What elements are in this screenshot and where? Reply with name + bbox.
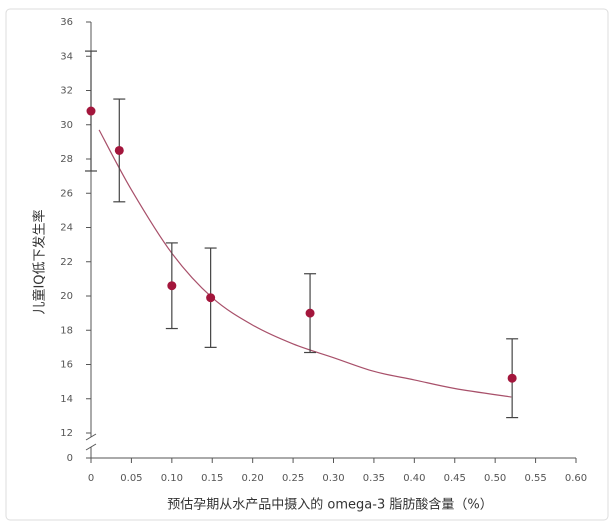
y-axis-label: 儿童IQ低下发生率: [32, 209, 48, 314]
axis-break: [85, 443, 97, 451]
x-tick-label: 0: [88, 473, 94, 484]
x-tick-label: 0.40: [403, 473, 425, 484]
y-tick-label: 20: [60, 291, 73, 302]
y-tick-label: 24: [60, 223, 73, 234]
y-tick-label: 34: [60, 51, 73, 62]
x-tick-label: 0.50: [484, 473, 506, 484]
y-tick-label: 0: [67, 453, 73, 464]
y-tick-label: 22: [60, 257, 73, 268]
y-tick-label: 18: [60, 325, 73, 336]
axis-break: [85, 433, 97, 441]
x-tick-label: 0.60: [565, 473, 587, 484]
y-tick-label: 28: [60, 154, 73, 165]
y-tick-label: 14: [60, 394, 73, 405]
x-tick-label: 0.30: [322, 473, 344, 484]
x-tick-label: 0.15: [201, 473, 223, 484]
fit-curve: [98, 129, 512, 398]
y-tick-label: 16: [60, 360, 73, 371]
data-point: [114, 145, 124, 155]
x-tick-label: 0.20: [242, 473, 264, 484]
data-point: [305, 308, 315, 318]
frame: [5, 8, 609, 521]
x-tick-label: 0.25: [282, 473, 304, 484]
y-tick-label: 36: [60, 17, 73, 28]
data-point: [206, 293, 216, 303]
y-tick-label: 12: [60, 428, 73, 439]
y-tick-label: 26: [60, 188, 73, 199]
x-tick-label: 0.05: [120, 473, 142, 484]
y-tick-label: 30: [60, 120, 73, 131]
data-point: [167, 281, 177, 291]
x-axis-label: 预估孕期从水产品中摄入的 omega-3 脂肪酸含量（%）: [167, 497, 492, 513]
y-tick-label: 32: [60, 86, 73, 97]
x-tick-label: 0.35: [363, 473, 385, 484]
data-point: [507, 373, 517, 383]
x-tick-label: 0.45: [444, 473, 466, 484]
x-tick-label: 0.55: [524, 473, 546, 484]
x-tick-label: 0.10: [161, 473, 183, 484]
data-point: [86, 106, 96, 116]
